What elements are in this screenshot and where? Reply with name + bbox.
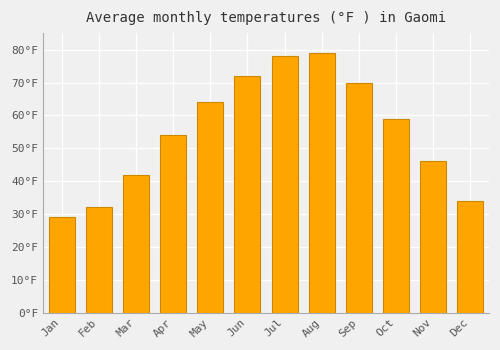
- Bar: [48, 217, 74, 313]
- Bar: [420, 161, 446, 313]
- Title: Average monthly temperatures (°F ) in Gaomi: Average monthly temperatures (°F ) in Ga…: [86, 11, 446, 25]
- Bar: [272, 56, 297, 313]
- Bar: [346, 83, 372, 313]
- Bar: [160, 135, 186, 313]
- Bar: [234, 76, 260, 313]
- Bar: [123, 175, 149, 313]
- Bar: [383, 119, 409, 313]
- Bar: [458, 201, 483, 313]
- Bar: [197, 102, 223, 313]
- Bar: [308, 53, 334, 313]
- Bar: [86, 208, 112, 313]
